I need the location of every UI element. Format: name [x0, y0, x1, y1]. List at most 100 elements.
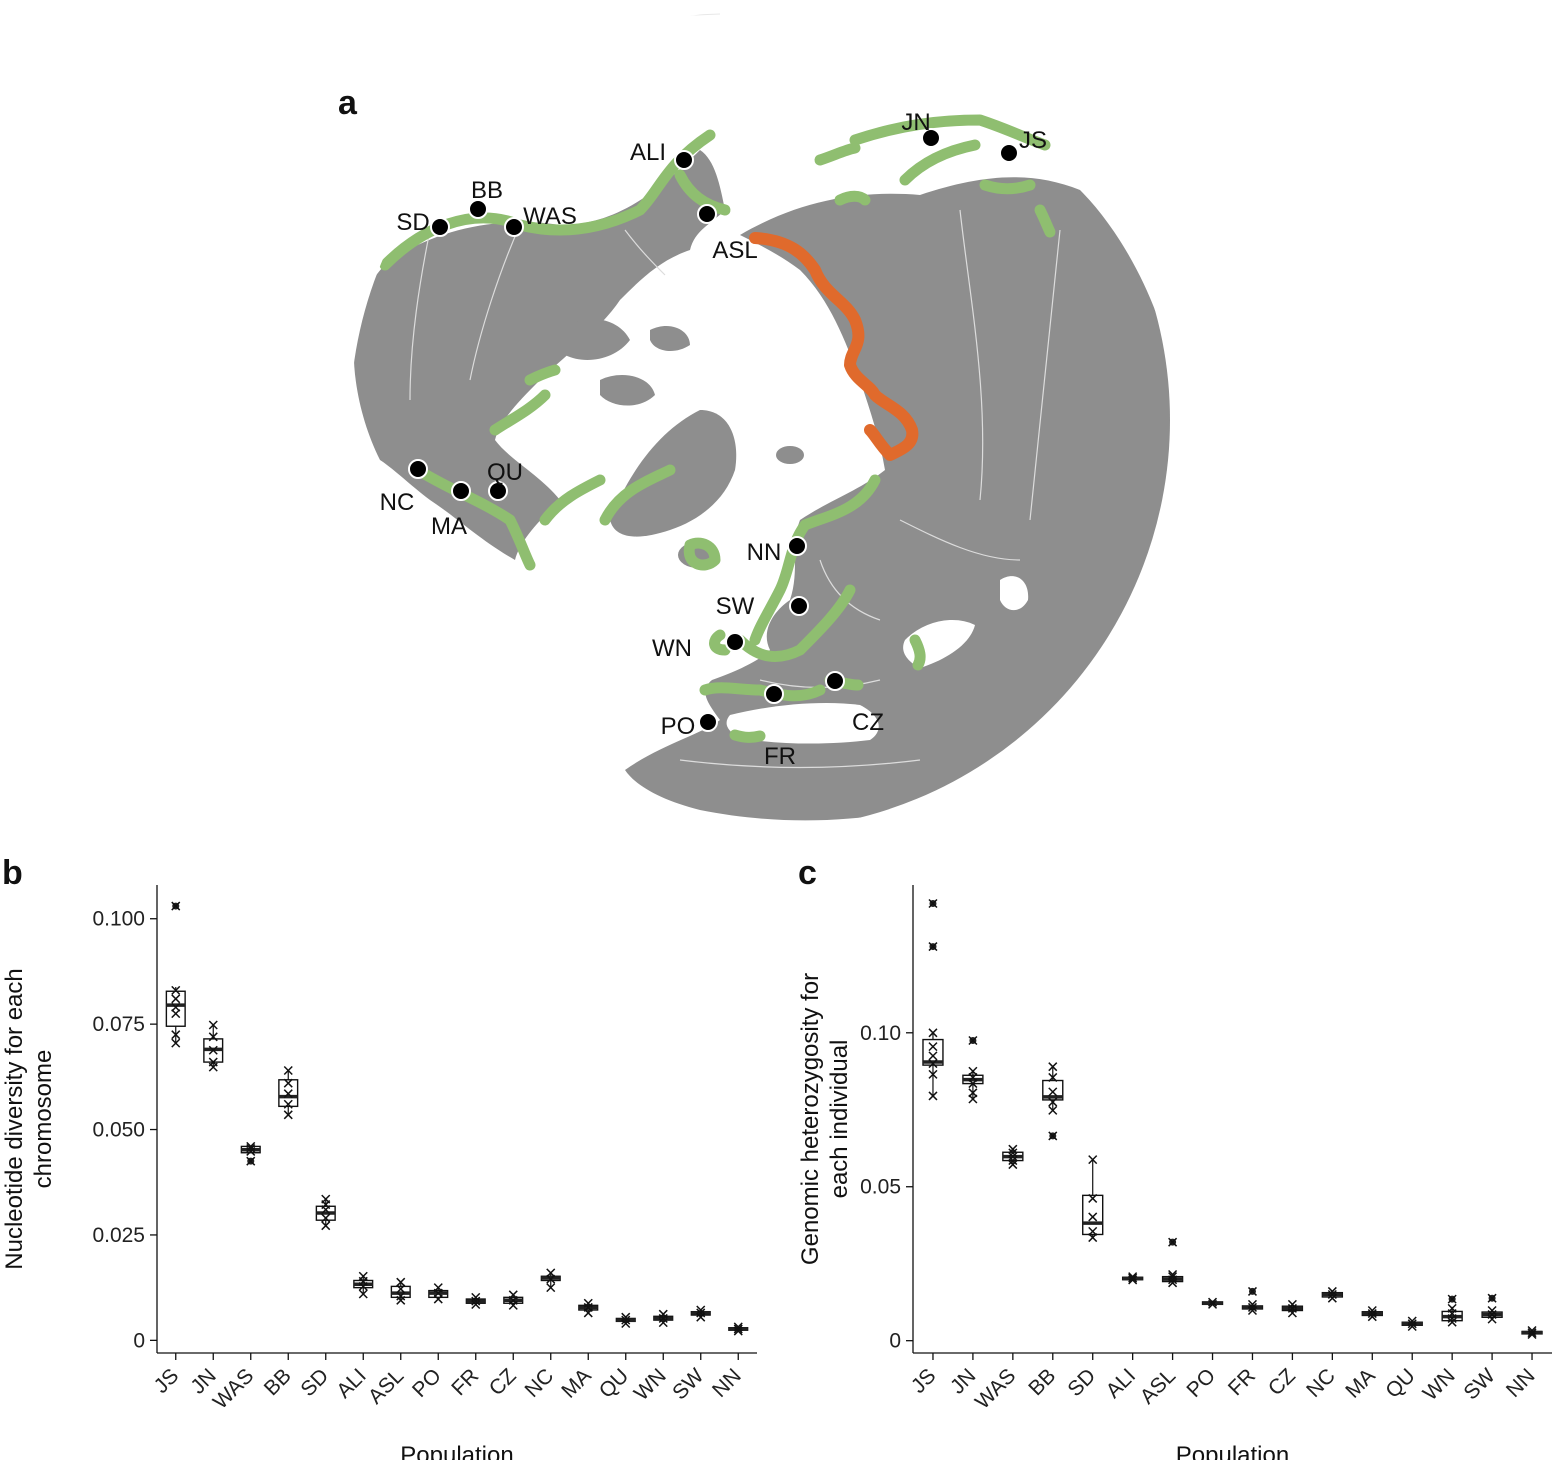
site-marker-qu	[488, 481, 508, 501]
box-cz	[1281, 1299, 1304, 1318]
point-cross-b	[1008, 1156, 1018, 1166]
data-point	[1088, 1212, 1098, 1222]
data-point	[546, 1268, 556, 1278]
site-label-js: JS	[1019, 127, 1047, 154]
point-cross-b	[546, 1268, 556, 1278]
point-cross-b	[396, 1291, 406, 1301]
box-body	[165, 990, 186, 1027]
data-point	[471, 1296, 481, 1306]
box-nc	[1321, 1286, 1344, 1303]
site-label-sw: SW	[716, 593, 755, 620]
box-cz	[503, 1290, 524, 1310]
data-point	[358, 1289, 368, 1299]
data-point	[733, 1324, 743, 1334]
data-point	[208, 1057, 218, 1067]
point-cross-b	[1407, 1316, 1417, 1326]
data-point	[208, 1045, 218, 1055]
x-tick-label-asl: ASL	[364, 1364, 408, 1408]
point-cross-b	[1407, 1319, 1417, 1329]
point-cross-b	[321, 1221, 331, 1231]
box-bb	[278, 1065, 299, 1120]
y-axis-title-line: each individual	[826, 1040, 853, 1199]
site-label-bb: BB	[471, 177, 503, 204]
point-cross-b	[283, 1078, 293, 1088]
data-point	[928, 1042, 938, 1052]
point-cross-b	[358, 1289, 368, 1299]
site-label-qu: QU	[487, 459, 523, 486]
box-nn	[728, 1322, 749, 1336]
data-point	[1287, 1303, 1297, 1313]
point-cross-b	[1527, 1328, 1537, 1338]
point-cross-b	[171, 1002, 181, 1012]
data-point	[546, 1283, 556, 1293]
data-point	[696, 1305, 706, 1315]
barrier-line	[749, 232, 919, 461]
x-tick-label-sd: SD	[1063, 1364, 1100, 1401]
site-marker-ma	[451, 481, 471, 501]
box-ali	[353, 1271, 374, 1299]
data-point	[1367, 1309, 1377, 1319]
point-cross-b	[396, 1277, 406, 1287]
x-tick-label-nn: NN	[1502, 1364, 1540, 1402]
point-cross-b	[1088, 1212, 1098, 1222]
y-tick-label: 0.050	[92, 1119, 145, 1142]
y-tick-label: 0.100	[92, 908, 145, 931]
data-point	[1327, 1286, 1337, 1296]
data-point	[928, 1069, 938, 1079]
panel-label-b: b	[2, 854, 23, 892]
box-po	[428, 1283, 449, 1304]
data-point	[396, 1284, 406, 1294]
box-wn	[1441, 1294, 1463, 1327]
data-point	[928, 1028, 938, 1038]
data-point	[1487, 1309, 1497, 1320]
box-po	[1201, 1297, 1224, 1309]
data-point	[1327, 1289, 1337, 1300]
x-tick-label-nn: NN	[708, 1364, 746, 1402]
box-js	[165, 901, 186, 1048]
box-wn	[653, 1309, 674, 1328]
outlier-cross-b	[1247, 1286, 1257, 1296]
panel-label-c: c	[798, 854, 817, 892]
data-point	[1287, 1299, 1297, 1309]
point-cross-b	[1008, 1152, 1018, 1162]
data-point	[968, 1066, 978, 1076]
point-cross-b	[1247, 1299, 1257, 1309]
site-marker-asl	[697, 204, 717, 224]
x-tick-label-js: JS	[907, 1364, 941, 1398]
data-point	[733, 1326, 743, 1336]
site-label-nc: NC	[380, 489, 415, 516]
data-point	[1048, 1072, 1058, 1082]
box-asl	[390, 1277, 411, 1305]
site-label-asl: ASL	[712, 237, 757, 264]
y-axis-title-line: chromosome	[30, 1050, 57, 1189]
data-point	[583, 1298, 593, 1308]
panel-label-a: a	[338, 84, 357, 122]
x-tick-label-wn: WN	[630, 1364, 671, 1405]
point-cross-b	[1048, 1062, 1058, 1072]
data-point	[1088, 1155, 1098, 1165]
outlier-point	[928, 942, 938, 952]
site-marker-sw	[789, 596, 809, 616]
point-cross-b	[1048, 1072, 1058, 1082]
data-point	[1527, 1328, 1537, 1338]
point-cross-b	[928, 1059, 938, 1069]
data-point	[1088, 1226, 1098, 1236]
data-point	[621, 1315, 631, 1325]
point-cross-b	[321, 1213, 331, 1223]
point-cross-b	[208, 1020, 218, 1030]
point-cross-b	[1008, 1148, 1018, 1158]
point-cross-b	[928, 1028, 938, 1038]
point-cross-b	[1008, 1160, 1018, 1170]
point-cross-b	[1287, 1303, 1297, 1313]
point-cross-b	[733, 1324, 743, 1334]
data-point	[396, 1277, 406, 1287]
box-body	[1042, 1079, 1064, 1101]
point-cross-b	[283, 1110, 293, 1120]
x-tick-label-bb: BB	[1024, 1364, 1060, 1400]
data-point	[1487, 1305, 1497, 1316]
outlier-point	[1487, 1293, 1497, 1303]
site-marker-po	[698, 712, 718, 732]
outlier-cross-b	[928, 898, 938, 909]
box-sd	[1082, 1155, 1104, 1243]
